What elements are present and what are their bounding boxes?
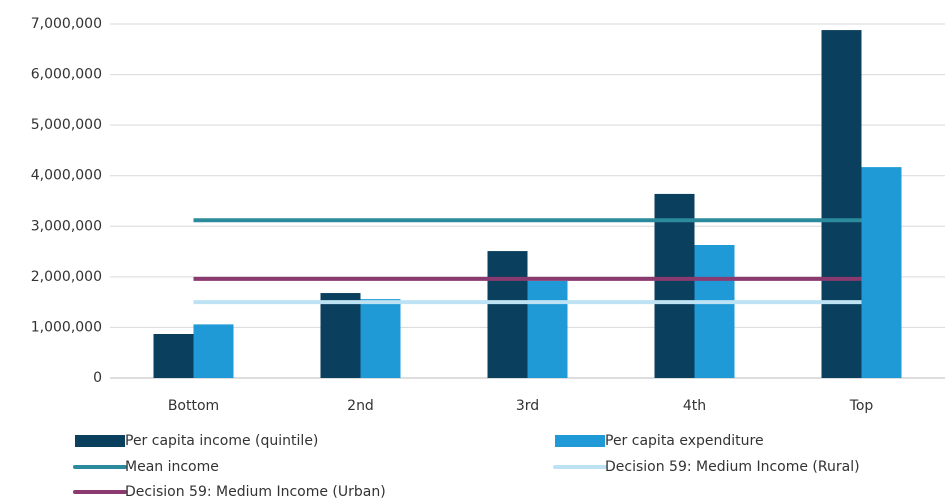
y-tick-label: 0 — [93, 370, 102, 386]
bar — [821, 30, 862, 378]
legend-swatch — [75, 435, 125, 447]
bar — [487, 251, 528, 378]
bar — [527, 280, 568, 378]
bar — [360, 299, 401, 378]
legend-label: Per capita income (quintile) — [125, 433, 318, 449]
y-tick-label: 7,000,000 — [31, 16, 102, 32]
legend-label: Per capita expenditure — [605, 433, 764, 449]
bar — [153, 334, 194, 378]
legend-label: Decision 59: Medium Income (Urban) — [125, 484, 386, 500]
x-tick-label: Bottom — [168, 398, 219, 414]
y-tick-label: 2,000,000 — [31, 269, 102, 285]
bar — [193, 324, 234, 378]
x-tick-label: 3rd — [516, 398, 539, 414]
y-tick-label: 5,000,000 — [31, 117, 102, 133]
bar — [694, 244, 735, 378]
bar — [861, 167, 902, 378]
bar — [654, 193, 695, 378]
y-tick-label: 4,000,000 — [31, 168, 102, 184]
legend-label: Mean income — [125, 459, 219, 475]
y-tick-label: 6,000,000 — [31, 67, 102, 83]
y-tick-label: 1,000,000 — [31, 319, 102, 335]
y-tick-label: 3,000,000 — [31, 218, 102, 234]
x-tick-label: 2nd — [347, 398, 374, 414]
x-tick-label: Top — [849, 398, 874, 414]
legend-label: Decision 59: Medium Income (Rural) — [605, 459, 860, 475]
x-tick-label: 4th — [683, 398, 706, 414]
legend-swatch — [555, 435, 605, 447]
bar — [320, 293, 361, 378]
